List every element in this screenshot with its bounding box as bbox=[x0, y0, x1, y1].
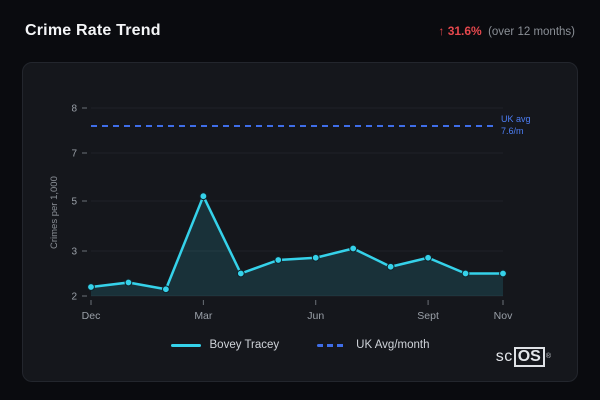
chart-card: 2 3 5 7 8 Dec Mar Jun Sept Nov Crimes per 1,000 UK … bbox=[22, 62, 578, 382]
scos-logo: sc OS ® bbox=[496, 347, 551, 367]
svg-text:Dec: Dec bbox=[82, 310, 101, 322]
svg-text:5: 5 bbox=[71, 197, 77, 208]
registered-mark-icon: ® bbox=[545, 353, 551, 360]
trend-stat: ↑ 31.6% (over 12 months) bbox=[438, 24, 575, 38]
svg-text:Nov: Nov bbox=[494, 310, 513, 322]
legend-label-uk-avg: UK Avg/month bbox=[356, 339, 430, 351]
page-header: Crime Rate Trend ↑ 31.6% (over 12 months… bbox=[25, 22, 575, 40]
crime-chart: 2 3 5 7 8 Dec Mar Jun Sept Nov Crimes per 1,000 UK … bbox=[49, 104, 531, 323]
trend-stat-caption: (over 12 months) bbox=[488, 26, 575, 38]
svg-text:Sept: Sept bbox=[417, 310, 439, 322]
legend-item-uk-avg[interactable]: UK Avg/month bbox=[317, 339, 429, 351]
scos-logo-box: OS bbox=[513, 347, 545, 367]
svg-text:7: 7 bbox=[71, 149, 77, 160]
legend-solid-line-swatch bbox=[170, 343, 201, 347]
svg-text:2: 2 bbox=[71, 292, 77, 303]
svg-text:Crimes per 1,000: Crimes per 1,000 bbox=[49, 176, 60, 249]
svg-text:7.6/m: 7.6/m bbox=[501, 126, 524, 136]
trend-up-arrow-icon: ↑ bbox=[438, 24, 445, 38]
scos-logo-prefix: sc bbox=[495, 348, 513, 365]
svg-text:UK avg: UK avg bbox=[501, 114, 531, 124]
legend-dashed-line-swatch bbox=[317, 343, 348, 347]
legend-item-bovey-tracey[interactable]: Bovey Tracey bbox=[170, 339, 280, 351]
page-title: Crime Rate Trend bbox=[25, 22, 161, 39]
chart-legend: Bovey Tracey UK Avg/month bbox=[23, 339, 577, 351]
svg-text:Mar: Mar bbox=[194, 310, 213, 322]
svg-text:3: 3 bbox=[71, 247, 77, 258]
svg-text:8: 8 bbox=[71, 104, 77, 115]
trend-stat-value: 31.6% bbox=[447, 24, 482, 38]
svg-text:Jun: Jun bbox=[307, 310, 324, 322]
legend-label-bovey-tracey: Bovey Tracey bbox=[209, 339, 280, 351]
